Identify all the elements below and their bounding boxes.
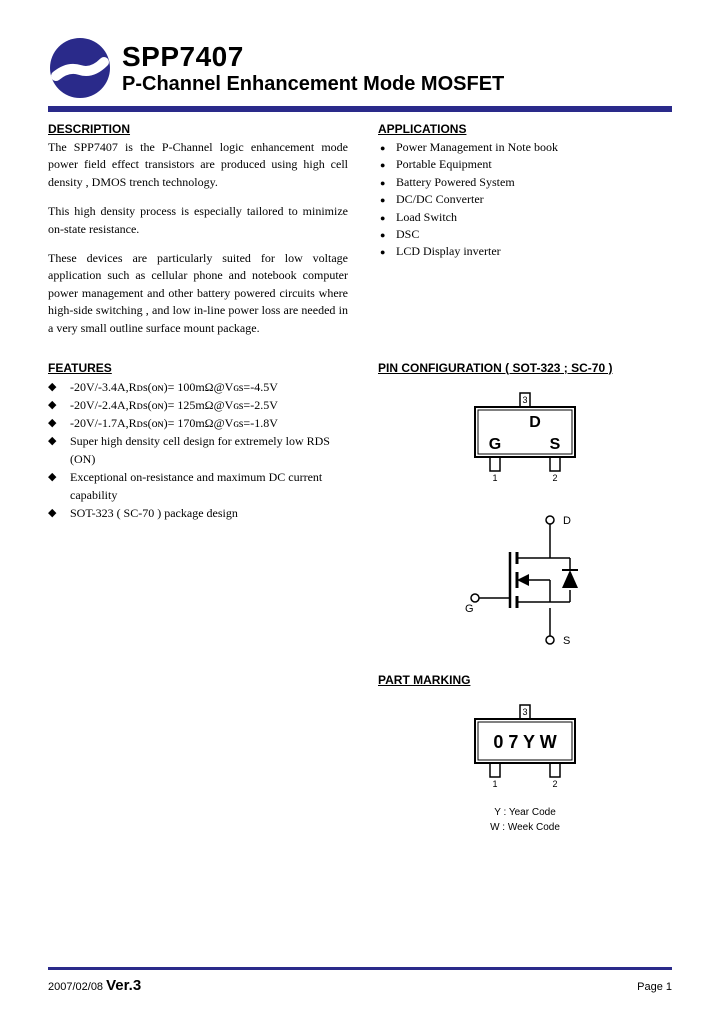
subtitle: P-Channel Enhancement Mode MOSFET <box>122 73 672 96</box>
symbol-g-label: G <box>465 603 474 615</box>
pin-3-label: 3 <box>522 395 527 405</box>
top-columns: DESCRIPTION The SPP7407 is the P-Channel… <box>48 122 672 349</box>
mosfet-symbol-icon: D G S <box>445 510 605 650</box>
applications-heading: APPLICATIONS <box>378 122 672 136</box>
marking-pin-1: 1 <box>492 779 497 789</box>
description-para-1: The SPP7407 is the P-Channel logic enhan… <box>48 139 348 191</box>
features-item: Exceptional on-resistance and maximum DC… <box>48 468 348 504</box>
title-block: SPP7407 P-Channel Enhancement Mode MOSFE… <box>122 41 672 96</box>
applications-item: Portable Equipment <box>378 156 672 173</box>
pin-config-heading: PIN CONFIGURATION ( SOT-323 ; SC-70 ) <box>378 361 672 375</box>
footer-date: 2007/02/08 <box>48 981 103 993</box>
applications-item: LCD Display inverter <box>378 243 672 260</box>
applications-item: Battery Powered System <box>378 174 672 191</box>
features-heading: FEATURES <box>48 361 348 375</box>
pin-1-label: 1 <box>492 473 497 483</box>
description-column: DESCRIPTION The SPP7407 is the P-Channel… <box>48 122 348 349</box>
header-rule <box>48 106 672 112</box>
package-outline-icon: 3 1 2 D G S <box>445 387 605 487</box>
features-item: -20V/-2.4A,Rᴅs(ᴏɴ)= 125mΩ@Vɢs=-2.5V <box>48 396 348 414</box>
marking-pin-3: 3 <box>522 707 527 717</box>
marking-legend-w: W : Week Code <box>378 821 672 834</box>
applications-list: Power Management in Note book Portable E… <box>378 139 672 261</box>
applications-item: DC/DC Converter <box>378 191 672 208</box>
header: SPP7407 P-Channel Enhancement Mode MOSFE… <box>48 36 672 100</box>
features-item: SOT-323 ( SC-70 ) package design <box>48 504 348 522</box>
footer-page: Page 1 <box>637 981 672 993</box>
features-column: FEATURES -20V/-3.4A,Rᴅs(ᴏɴ)= 100mΩ@Vɢs=-… <box>48 361 348 852</box>
symbol-s-label: S <box>563 635 570 647</box>
applications-item: DSC <box>378 226 672 243</box>
pin-2-label: 2 <box>552 473 557 483</box>
pin-g-label: G <box>489 436 501 453</box>
pin-s-label: S <box>550 436 561 453</box>
description-para-3: These devices are particularly suited fo… <box>48 250 348 337</box>
marking-code: 0 7 Y W <box>493 732 556 752</box>
footer-rule <box>48 967 672 970</box>
features-item: -20V/-1.7A,Rᴅs(ᴏɴ)= 170mΩ@Vɢs=-1.8V <box>48 414 348 432</box>
part-marking-diagram: 3 1 2 0 7 Y W Y : Year Code W : Week Cod… <box>378 699 672 834</box>
marking-legend-y: Y : Year Code <box>378 806 672 819</box>
footer-version: Ver.3 <box>106 977 141 994</box>
symbol-d-label: D <box>563 515 571 527</box>
features-list: -20V/-3.4A,Rᴅs(ᴏɴ)= 100mΩ@Vɢs=-4.5V -20V… <box>48 378 348 522</box>
marking-pin-2: 2 <box>552 779 557 789</box>
description-para-2: This high density process is especially … <box>48 203 348 238</box>
applications-item: Load Switch <box>378 209 672 226</box>
footer: 2007/02/08 Ver.3 Page 1 <box>48 977 672 994</box>
package-diagram: 3 1 2 D G S <box>378 387 672 492</box>
bottom-columns: FEATURES -20V/-3.4A,Rᴅs(ᴏɴ)= 100mΩ@Vɢs=-… <box>48 361 672 852</box>
applications-column: APPLICATIONS Power Management in Note bo… <box>378 122 672 349</box>
diagrams-column: PIN CONFIGURATION ( SOT-323 ; SC-70 ) 3 … <box>378 361 672 852</box>
footer-left: 2007/02/08 Ver.3 <box>48 977 141 994</box>
part-marking-heading: PART MARKING <box>378 673 672 687</box>
applications-item: Power Management in Note book <box>378 139 672 156</box>
features-item: Super high density cell design for extre… <box>48 432 348 468</box>
datasheet-page: SPP7407 P-Channel Enhancement Mode MOSFE… <box>0 0 720 1012</box>
description-heading: DESCRIPTION <box>48 122 348 136</box>
features-item: -20V/-3.4A,Rᴅs(ᴏɴ)= 100mΩ@Vɢs=-4.5V <box>48 378 348 396</box>
part-marking-icon: 3 1 2 0 7 Y W <box>445 699 605 799</box>
mosfet-symbol-diagram: D G S <box>378 510 672 655</box>
company-logo-icon <box>48 36 112 100</box>
part-number: SPP7407 <box>122 41 672 73</box>
pin-d-label: D <box>529 414 541 431</box>
